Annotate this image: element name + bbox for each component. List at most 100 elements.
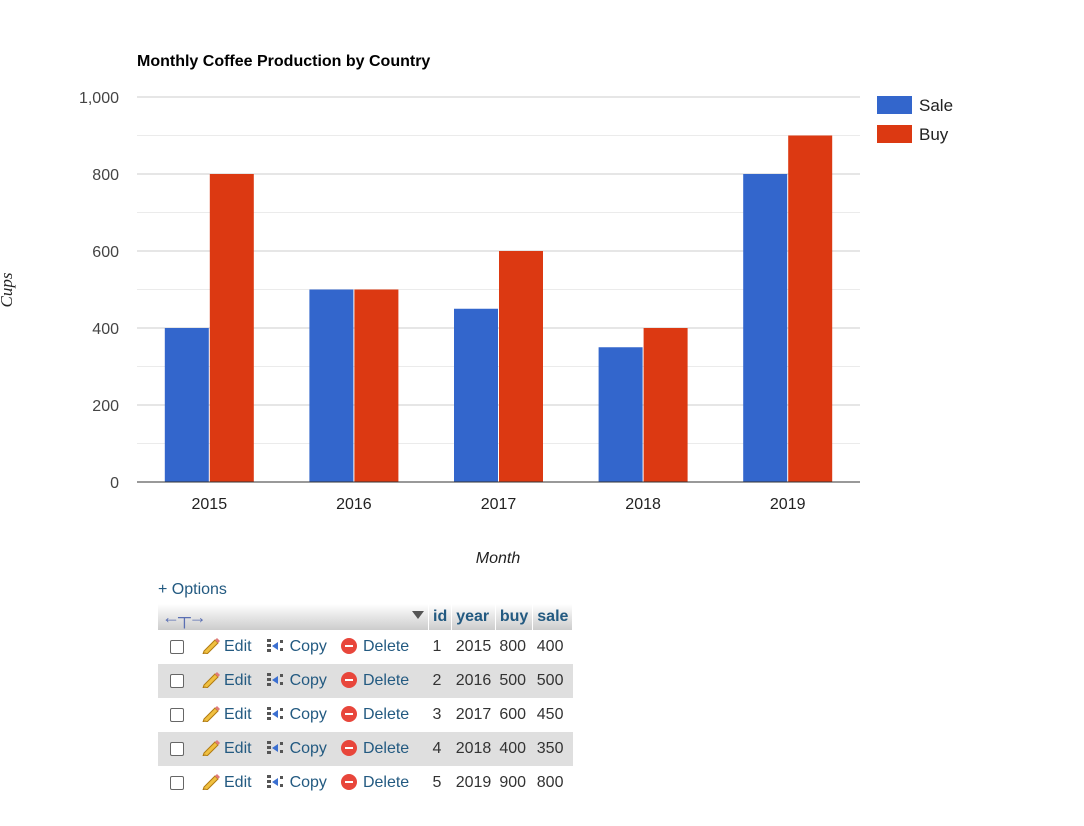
copy-link[interactable]: Copy [266, 638, 327, 655]
bar-sale-2019 [743, 174, 788, 482]
legend: Sale Buy [877, 96, 953, 144]
legend-label-sale: Sale [919, 96, 953, 115]
cell-sale: 800 [532, 766, 573, 800]
pencil-icon [202, 774, 220, 790]
delete-label: Delete [362, 740, 410, 757]
edit-label: Edit [224, 706, 252, 723]
row-checkbox[interactable] [170, 741, 184, 756]
x-axis-ticks: 2015 2016 2017 2018 2019 [192, 496, 806, 513]
y-axis-ticks: 0 200 400 600 800 1,000 [79, 90, 119, 492]
x-tick-label: 2019 [770, 496, 806, 513]
y-tick-label: 600 [92, 244, 119, 261]
cell-year: 2018 [451, 732, 496, 766]
copy-link[interactable]: Copy [266, 672, 327, 689]
bar-sale-2017 [454, 308, 498, 482]
row-controls-cell: Edit Copy Delete [158, 630, 429, 664]
y-tick-label: 800 [92, 167, 119, 184]
copy-label: Copy [289, 672, 327, 689]
copy-link[interactable]: Copy [266, 774, 327, 791]
column-header-sale[interactable]: sale [532, 604, 574, 630]
delete-icon [340, 740, 357, 756]
delete-link[interactable]: Delete [340, 740, 410, 757]
copy-label: Copy [289, 740, 327, 757]
cell-buy: 400 [495, 732, 533, 766]
table-row: Edit Copy Delete 1 2015 800 400 [158, 630, 573, 664]
delete-link[interactable]: Delete [340, 774, 410, 791]
table-row: Edit Copy Delete 3 2017 600 450 [158, 698, 573, 732]
copy-icon [266, 775, 283, 788]
cell-buy: 500 [495, 664, 533, 698]
delete-icon [340, 672, 357, 688]
edit-link[interactable]: Edit [202, 774, 252, 791]
pencil-icon [202, 638, 220, 654]
copy-icon [266, 673, 283, 686]
y-tick-label: 200 [92, 398, 119, 415]
edit-label: Edit [224, 774, 252, 791]
cell-id: 3 [428, 698, 452, 732]
sort-dropdown-icon[interactable] [412, 611, 424, 619]
edit-link[interactable]: Edit [202, 638, 252, 655]
column-header-buy[interactable]: buy [495, 604, 534, 630]
row-controls-cell: Edit Copy Delete [158, 698, 429, 732]
delete-icon [340, 774, 357, 790]
cell-sale: 450 [532, 698, 573, 732]
delete-label: Delete [362, 672, 410, 689]
delete-label: Delete [362, 774, 410, 791]
results-table: ←┬→ id year buy sale Edit Copy Delete 1 2015… [158, 604, 574, 800]
delete-label: Delete [362, 706, 410, 723]
y-tick-label: 1,000 [79, 90, 119, 107]
column-controls-header: ←┬→ [158, 604, 429, 630]
copy-icon [266, 741, 283, 754]
delete-link[interactable]: Delete [340, 638, 410, 655]
row-controls-cell: Edit Copy Delete [158, 664, 429, 698]
bar-sale-2016 [309, 289, 354, 482]
delete-link[interactable]: Delete [340, 706, 410, 723]
bar-sale-2015 [164, 328, 209, 482]
legend-swatch-buy [877, 125, 912, 143]
cell-id: 1 [428, 630, 452, 664]
bar-chart: Monthly Coffee Production by Country 0 20… [0, 53, 953, 567]
options-link[interactable]: + Options [158, 581, 227, 598]
delete-icon [340, 706, 357, 722]
column-resize-icon[interactable]: ←┬→ [162, 606, 207, 627]
row-controls-cell: Edit Copy Delete [158, 732, 429, 766]
column-header-id[interactable]: id [428, 604, 453, 630]
row-checkbox[interactable] [170, 707, 184, 722]
legend-swatch-sale [877, 96, 912, 114]
row-checkbox[interactable] [170, 639, 184, 654]
copy-label: Copy [289, 774, 327, 791]
cell-year: 2015 [451, 630, 496, 664]
cell-buy: 600 [495, 698, 533, 732]
edit-link[interactable]: Edit [202, 740, 252, 757]
edit-link[interactable]: Edit [202, 706, 252, 723]
table-body: Edit Copy Delete 1 2015 800 400 Edit Copy Delete 2… [158, 630, 573, 800]
legend-label-buy: Buy [919, 125, 949, 144]
x-axis-label: Month [476, 550, 521, 567]
bars [164, 135, 833, 482]
edit-label: Edit [224, 672, 252, 689]
copy-link[interactable]: Copy [266, 706, 327, 723]
edit-link[interactable]: Edit [202, 672, 252, 689]
edit-label: Edit [224, 638, 252, 655]
bar-buy-2016 [354, 289, 399, 482]
bar-buy-2015 [209, 174, 254, 482]
table-row: Edit Copy Delete 5 2019 900 800 [158, 766, 573, 800]
pencil-icon [202, 740, 220, 756]
edit-label: Edit [224, 740, 252, 757]
column-header-year[interactable]: year [451, 604, 496, 630]
bar-buy-2017 [499, 251, 543, 482]
copy-icon [266, 639, 283, 652]
copy-link[interactable]: Copy [266, 740, 327, 757]
pencil-icon [202, 706, 220, 722]
y-tick-label: 0 [110, 475, 119, 492]
delete-link[interactable]: Delete [340, 672, 410, 689]
table-header-row: ←┬→ id year buy sale [158, 604, 574, 630]
cell-year: 2017 [451, 698, 496, 732]
cell-sale: 500 [532, 664, 573, 698]
delete-label: Delete [362, 638, 410, 655]
row-checkbox[interactable] [170, 673, 184, 688]
cell-id: 5 [428, 766, 452, 800]
cell-id: 4 [428, 732, 452, 766]
row-checkbox[interactable] [170, 775, 184, 790]
row-controls-cell: Edit Copy Delete [158, 766, 429, 800]
